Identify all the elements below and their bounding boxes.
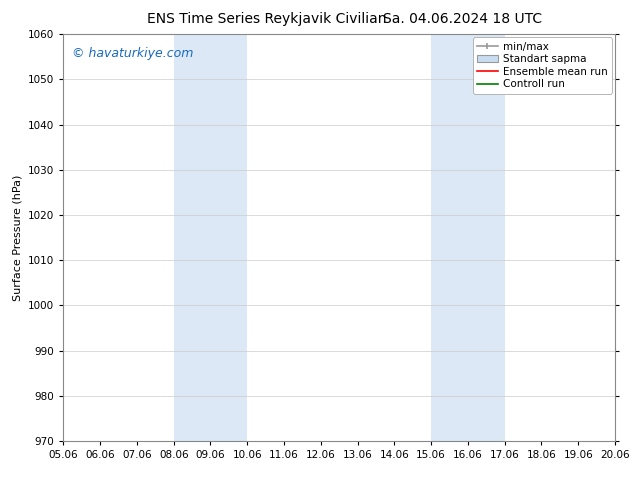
- Text: © havaturkiye.com: © havaturkiye.com: [72, 47, 193, 59]
- Legend: min/max, Standart sapma, Ensemble mean run, Controll run: min/max, Standart sapma, Ensemble mean r…: [473, 37, 612, 94]
- Bar: [174, 34, 247, 441]
- Bar: [431, 34, 505, 441]
- Text: Sa. 04.06.2024 18 UTC: Sa. 04.06.2024 18 UTC: [384, 12, 542, 26]
- Y-axis label: Surface Pressure (hPa): Surface Pressure (hPa): [13, 174, 23, 301]
- Text: ENS Time Series Reykjavik Civilian: ENS Time Series Reykjavik Civilian: [146, 12, 386, 26]
